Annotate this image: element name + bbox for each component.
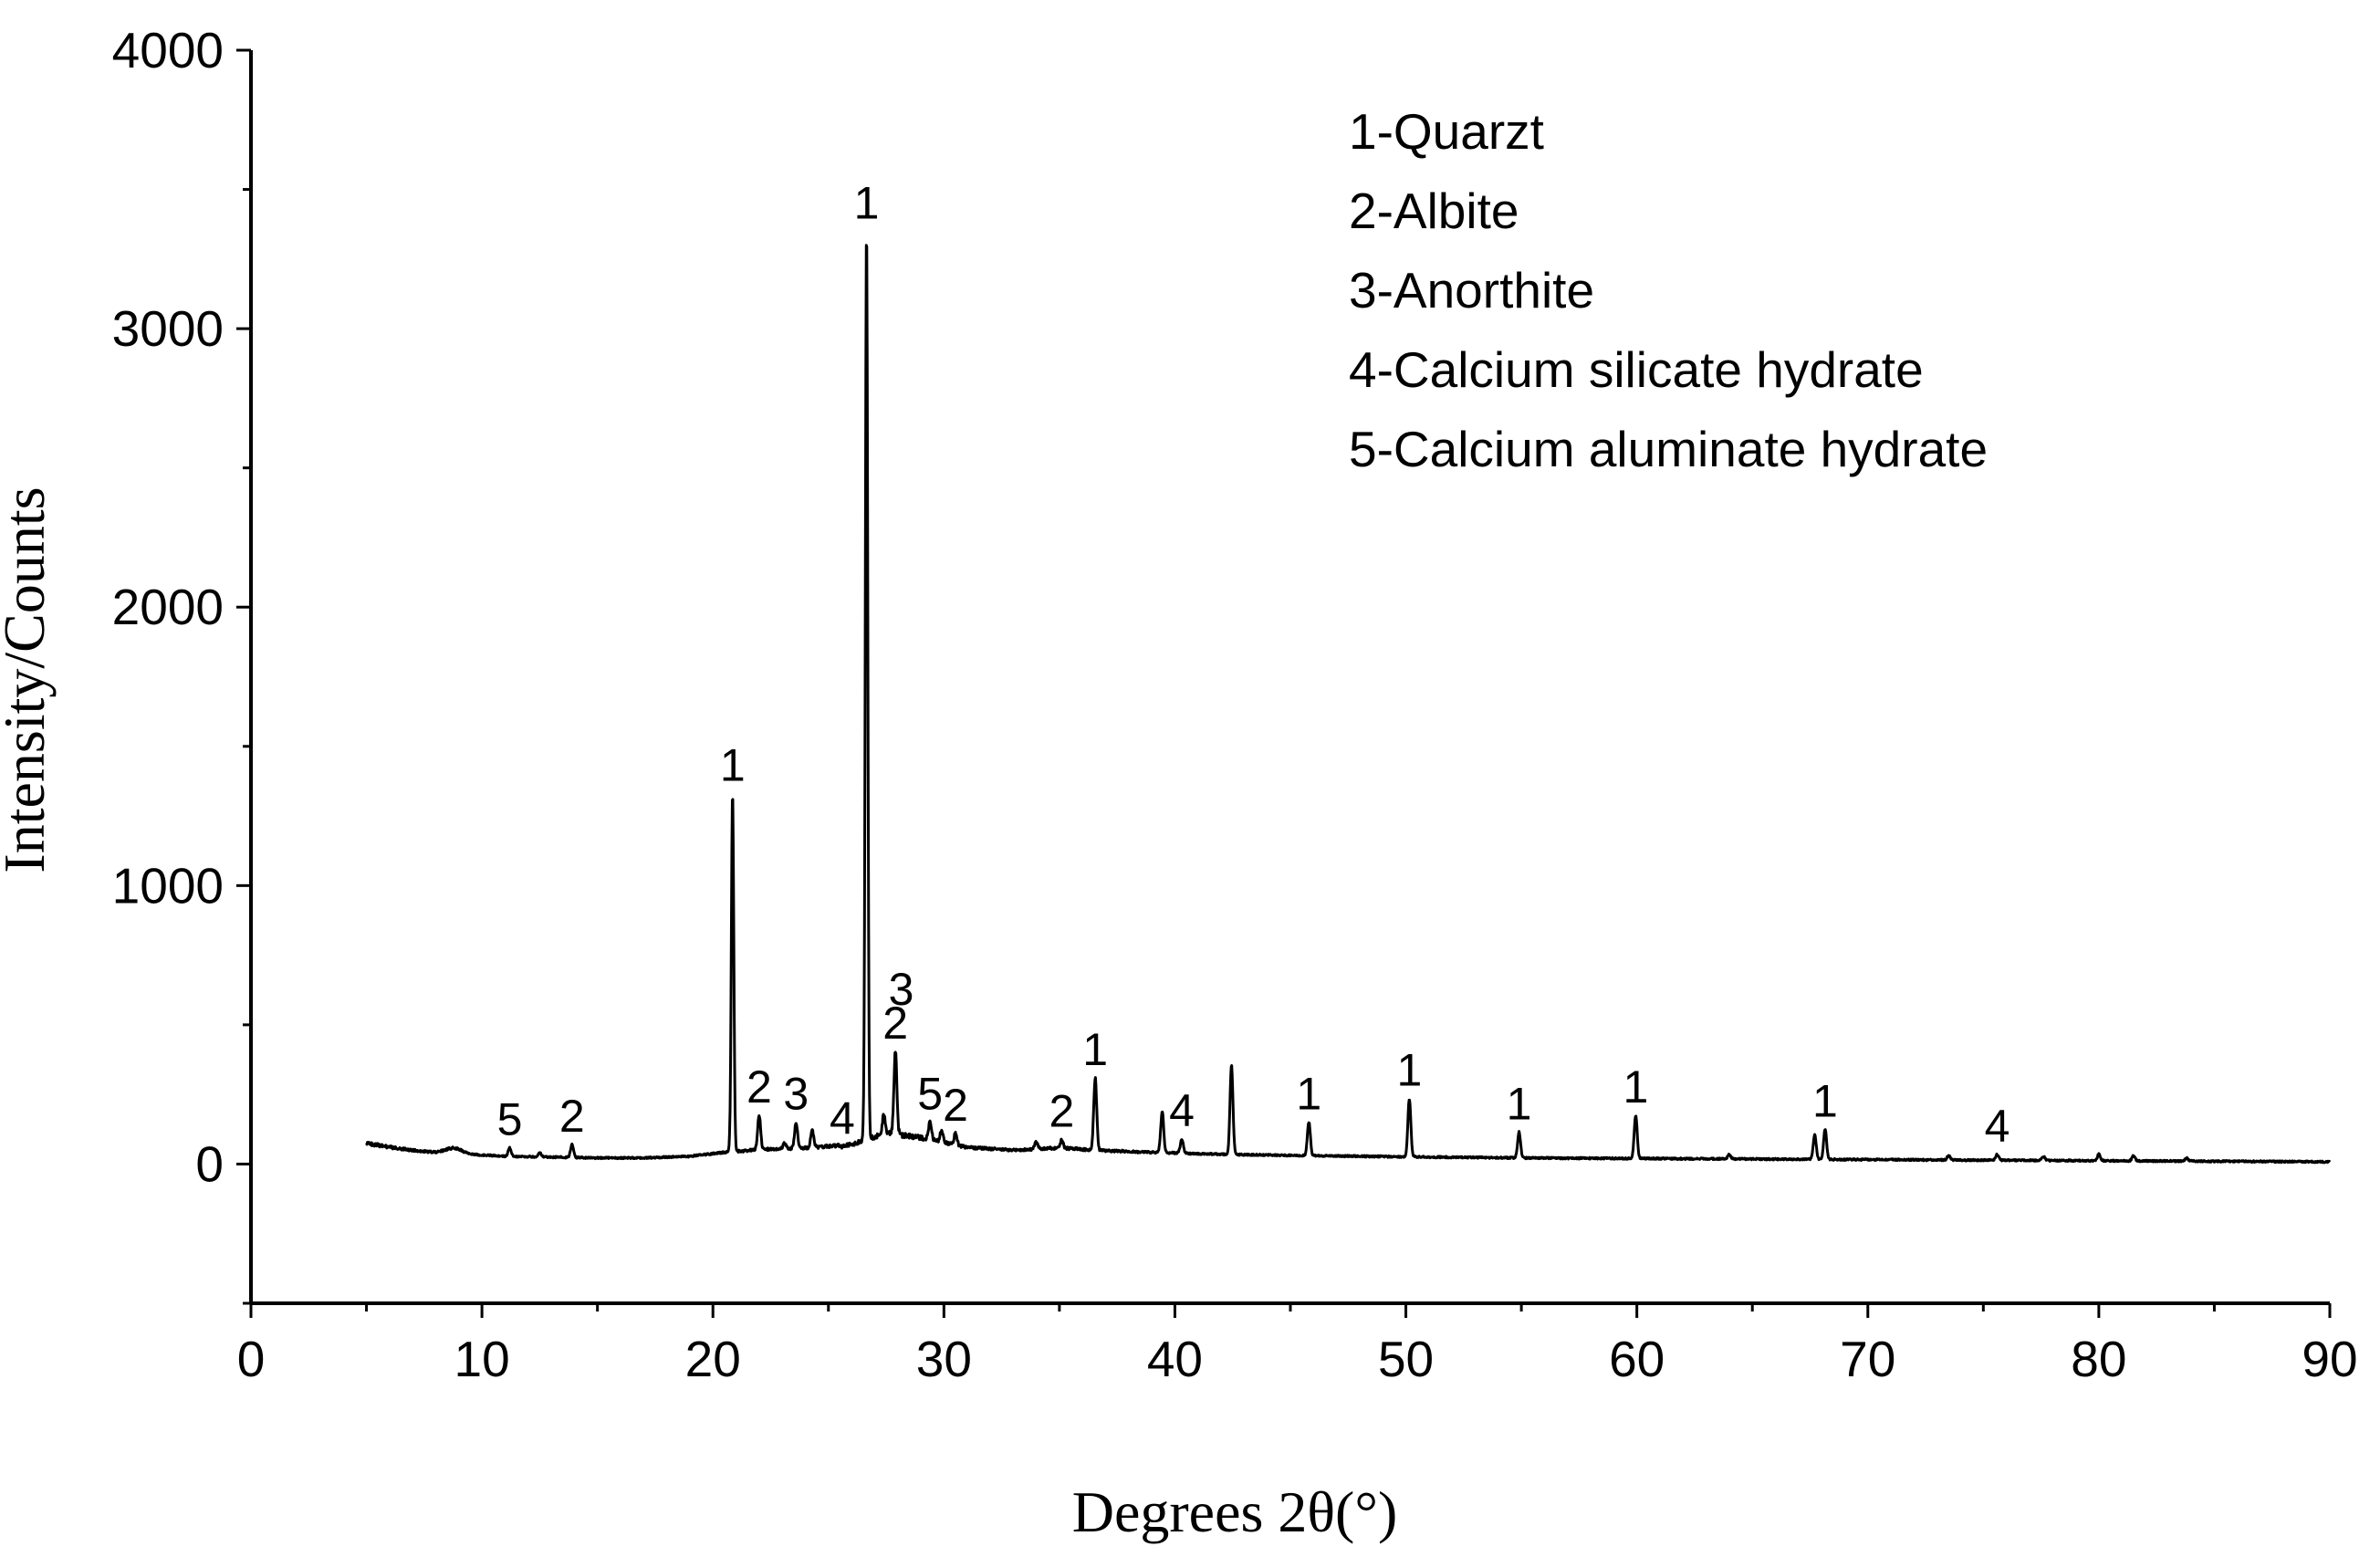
peak-label-1: 1 (1507, 1078, 1532, 1129)
axes: 0 10 20 30 40 50 60 70 80 90 0 1000 2000 3000 4000 (112, 22, 2358, 1387)
x-tick-label: 0 (237, 1331, 266, 1387)
x-tick-label: 10 (454, 1331, 510, 1387)
peak-label-4: 4 (1985, 1101, 2010, 1152)
y-tick-label: 3000 (112, 300, 224, 357)
peak-label-2: 2 (882, 998, 908, 1049)
peak-label-5: 5 (917, 1069, 943, 1120)
peak-label-1: 1 (1623, 1061, 1648, 1113)
y-tick-label: 1000 (112, 857, 224, 914)
x-tick-label: 80 (2071, 1331, 2126, 1387)
peak-label-2: 2 (559, 1091, 585, 1142)
y-tick-label: 2000 (112, 579, 224, 635)
peak-label-1: 1 (1812, 1075, 1838, 1126)
peak-label-3: 3 (783, 1069, 809, 1120)
x-tick-label: 20 (685, 1331, 741, 1387)
peak-label-2: 2 (943, 1080, 968, 1131)
legend-entry: 2-Albite (1349, 183, 1519, 239)
legend-entry: 1-Quarzt (1349, 103, 1544, 160)
x-tick-label: 50 (1378, 1331, 1434, 1387)
peak-label-1: 1 (1082, 1024, 1108, 1075)
x-axis-title: Degrees 2θ(°) (1072, 1479, 1398, 1544)
x-tick-label: 60 (1609, 1331, 1665, 1387)
peak-label-1: 1 (1396, 1045, 1422, 1096)
peak-label-1: 1 (1296, 1069, 1321, 1120)
y-axis-title: Intensity/Counts (0, 486, 57, 873)
y-tick-label: 4000 (112, 22, 224, 78)
x-tick-label: 70 (1840, 1331, 1895, 1387)
peak-label-3: 3 (889, 964, 914, 1015)
legend-entry: 3-Anorthite (1349, 262, 1594, 319)
series-line-xrd-pattern (365, 244, 2332, 1165)
x-tick-label: 40 (1147, 1331, 1203, 1387)
peak-label-2: 2 (1049, 1086, 1075, 1137)
peak-label-5: 5 (497, 1094, 523, 1145)
x-tick-label: 90 (2302, 1331, 2357, 1387)
peak-label-1: 1 (720, 740, 746, 791)
y-tick-label: 0 (195, 1135, 224, 1192)
peak-label-1: 1 (854, 177, 880, 228)
legend-entry: 4-Calcium silicate hydrate (1349, 341, 1924, 398)
peak-label-4: 4 (830, 1093, 855, 1144)
peak-label-4: 4 (1169, 1085, 1195, 1136)
peak-label-2: 2 (746, 1061, 772, 1113)
legend-entry: 5-Calcium aluminate hydrate (1349, 421, 1988, 477)
legend: 1-Quarzt 2-Albite 3-Anorthite 4-Calcium sil… (1349, 103, 1988, 477)
x-tick-label: 30 (916, 1331, 972, 1387)
